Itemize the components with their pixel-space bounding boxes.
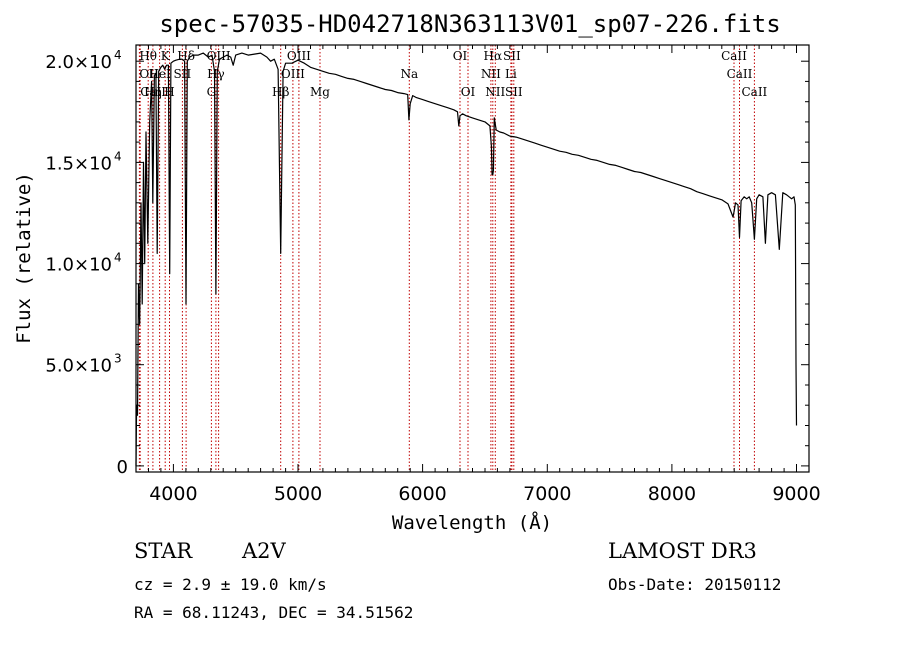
x-tick-label: 5000 — [274, 483, 322, 505]
spectral-line-markers — [138, 45, 755, 472]
line-label: OIII — [287, 49, 311, 63]
line-label: Hγ — [207, 67, 225, 81]
line-label: Na — [400, 67, 418, 81]
x-tick-label: 7000 — [523, 483, 571, 505]
line-label: K — [161, 49, 171, 63]
line-label: G — [207, 85, 217, 99]
object-type: STAR — [134, 539, 193, 563]
x-tick-label: 8000 — [648, 483, 696, 505]
y-axis-label: Flux (relative) — [13, 172, 35, 344]
line-label: CaII — [727, 67, 753, 81]
y-tick-label: 2.0×10 — [45, 52, 112, 73]
line-label: OI — [461, 85, 476, 99]
spectrum-line — [135, 52, 798, 466]
line-label: SII — [174, 67, 192, 81]
subclass: A2V — [242, 539, 286, 563]
plot-frame — [135, 44, 810, 473]
redshift-cz: cz = 2.9 ± 19.0 km/s — [134, 575, 327, 594]
line-label: CaII — [741, 85, 767, 99]
line-label: OI — [453, 49, 468, 63]
line-label: NII — [481, 67, 501, 81]
line-label: Hη — [144, 85, 162, 99]
y-tick-exponent: 4 — [114, 48, 122, 62]
line-label: CaII — [721, 49, 747, 63]
x-tick-label: 6000 — [398, 483, 446, 505]
y-tick-label: 1.0×10 — [45, 255, 112, 276]
y-tick-label: 5.0×10 — [45, 356, 112, 377]
line-label: NII — [485, 85, 505, 99]
line-label: SII — [503, 49, 521, 63]
x-tick-label: 9000 — [772, 483, 820, 505]
y-tick-exponent: 3 — [114, 352, 122, 366]
line-label: Hα — [484, 49, 503, 63]
line-label: Li — [505, 67, 517, 81]
x-axis-ticks: 4000 5000 6000 7000 8000 9000 — [135, 45, 821, 505]
line-label: CaII — [140, 85, 166, 99]
line-label: H — [164, 85, 174, 99]
ra-dec-coords: RA = 68.11243, DEC = 34.51562 — [134, 603, 414, 622]
chart-title: spec-57035-HD042718N363113V01_sp07-226.f… — [159, 10, 780, 38]
obs-date: Obs-Date: 20150112 — [608, 575, 782, 594]
y-tick-exponent: 4 — [114, 149, 122, 163]
y-tick-label: 1.5×10 — [45, 153, 112, 174]
line-label: Mg — [310, 85, 330, 99]
y-tick-exponent: 4 — [114, 251, 122, 265]
line-label: Hβ — [272, 85, 289, 99]
x-axis-label: Wavelength (Å) — [392, 511, 552, 534]
y-tick-label: 0 — [117, 457, 128, 478]
y-axis-ticks: 05.0×10 31.0×10 41.5×10 42.0×10 4 — [45, 48, 809, 478]
line-label: SII — [505, 85, 523, 99]
line-label: Hθ — [139, 49, 157, 63]
line-label: OIII — [281, 67, 305, 81]
survey-name: LAMOST DR3 — [608, 539, 757, 563]
x-tick-label: 4000 — [149, 483, 197, 505]
